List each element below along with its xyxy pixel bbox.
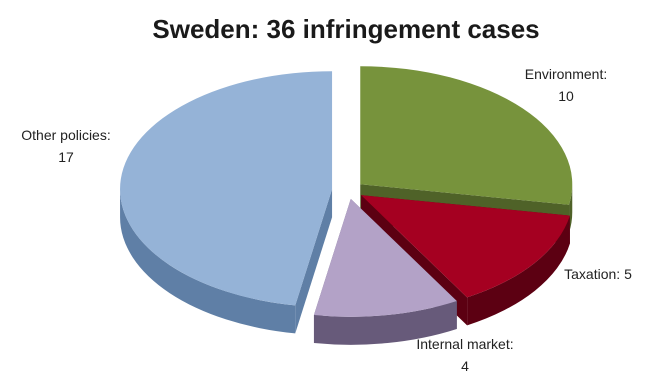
label-internal-market-value: 4 [461,358,469,374]
chart-title: Sweden: 36 infringement cases [152,14,539,44]
slice-environment [360,66,573,205]
slice-tops [120,66,573,317]
label-taxation-name: Taxation: 5 [564,266,632,282]
label-environment-name: Environment: [525,66,607,82]
slice-side-other-policies [120,189,296,334]
slice-other-policies [120,71,333,306]
label-internal-market-name: Internal market: [416,336,513,352]
slice-side-internal-market [313,301,457,345]
slice-wall-other-policies-0 [295,189,333,334]
label-environment-value: 10 [558,88,574,104]
label-internal-market: Internal market: 4 [416,336,513,374]
slice-side-taxation [467,215,570,326]
label-other-policies: Other policies: 17 [21,127,110,165]
label-other-policies-name: Other policies: [21,127,110,143]
label-other-policies-value: 17 [58,149,74,165]
label-taxation: Taxation: 5 [564,266,632,282]
slice-taxation [361,195,570,298]
label-environment: Environment: 10 [525,66,607,104]
slice-internal-market [313,198,457,317]
